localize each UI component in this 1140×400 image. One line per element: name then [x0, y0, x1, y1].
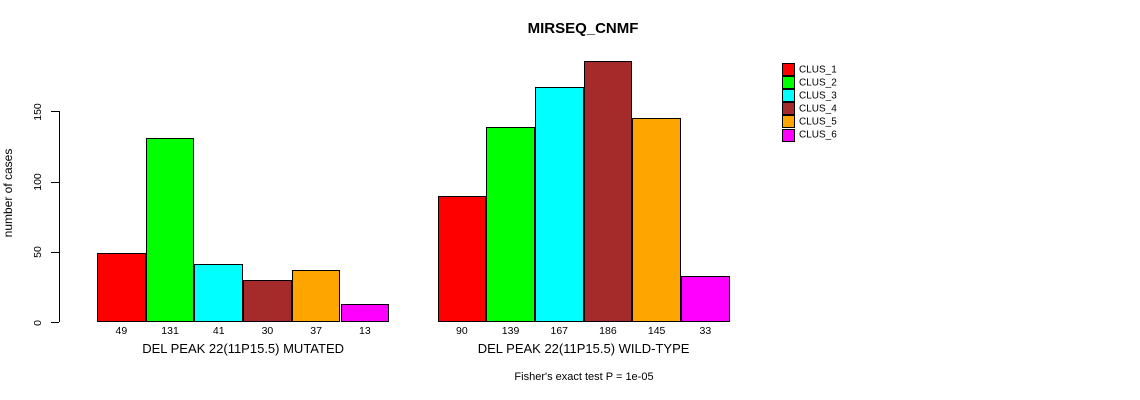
y-axis-label: number of cases	[1, 148, 15, 238]
legend-swatch-clus_1	[782, 63, 795, 76]
legend-swatch-clus_4	[782, 102, 795, 116]
bar-value-label: 33	[699, 325, 712, 337]
bar-clus_1	[97, 253, 146, 322]
group-label: DEL PEAK 22(11P15.5) MUTATED	[142, 341, 344, 356]
bar-value-label: 167	[550, 325, 569, 337]
legend-swatch-clus_3	[782, 89, 795, 103]
bar-clus_2	[486, 126, 535, 322]
bar-value-label: 41	[212, 325, 225, 337]
y-tick	[51, 181, 59, 183]
bar-value-label: 13	[359, 325, 371, 337]
bar-clus_5	[632, 118, 681, 322]
bar-clus_6	[681, 275, 730, 322]
bar-value-label: 145	[647, 325, 666, 337]
bar-value-label: 90	[456, 325, 468, 337]
legend-label: CLUS_6	[799, 129, 837, 141]
y-tick	[51, 322, 59, 323]
bar-value-label: 49	[115, 325, 128, 337]
bar-value-label: 37	[310, 325, 322, 337]
bar-value-label: 139	[501, 325, 520, 337]
y-tick	[51, 111, 59, 113]
bar-clus_2	[145, 137, 195, 322]
bar-clus_3	[194, 264, 244, 322]
legend-swatch-clus_6	[782, 128, 795, 142]
bar-clus_1	[437, 195, 487, 322]
bar-clus_5	[291, 270, 341, 322]
y-tick-label: 0	[32, 319, 44, 326]
bar-clus_3	[534, 87, 584, 322]
y-tick-label: 100	[32, 173, 44, 191]
chart-title: MIRSEQ_CNMF	[527, 20, 639, 37]
bar-clus_4	[583, 60, 633, 322]
bar-value-label: 30	[261, 325, 274, 337]
bar-value-label: 131	[161, 325, 179, 337]
legend-label: CLUS_3	[799, 90, 837, 102]
bar-value-label: 186	[599, 325, 617, 337]
group-label: DEL PEAK 22(11P15.5) WILD-TYPE	[477, 341, 690, 356]
legend-swatch-clus_2	[782, 76, 795, 90]
bar-clus_4	[243, 279, 292, 322]
y-tick-label: 150	[32, 102, 44, 121]
legend-label: CLUS_5	[799, 116, 837, 128]
legend-label: CLUS_2	[799, 77, 837, 89]
fisher-test-annotation: Fisher's exact test P = 1e-05	[514, 371, 654, 383]
y-tick	[51, 251, 59, 253]
y-axis-line	[59, 111, 60, 322]
bar-clus_6	[340, 303, 390, 322]
legend-label: CLUS_4	[799, 103, 837, 115]
y-tick-label: 50	[32, 246, 44, 259]
legend-swatch-clus_5	[782, 115, 795, 129]
legend-label: CLUS_1	[799, 64, 837, 75]
